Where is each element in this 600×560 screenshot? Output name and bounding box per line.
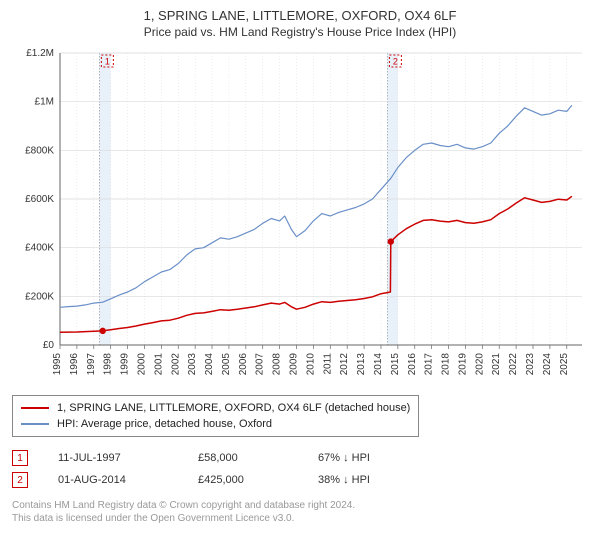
svg-text:2003: 2003: [187, 353, 198, 376]
svg-text:2022: 2022: [508, 353, 519, 376]
svg-text:2017: 2017: [424, 353, 435, 376]
svg-text:£200K: £200K: [25, 291, 54, 302]
svg-text:2007: 2007: [255, 353, 266, 376]
sale-date-1: 11-JUL-1997: [58, 452, 168, 464]
footer: Contains HM Land Registry data © Crown c…: [12, 499, 588, 525]
svg-text:£800K: £800K: [25, 145, 54, 156]
svg-text:2006: 2006: [238, 353, 249, 376]
sale-row-2: 2 01-AUG-2014 £425,000 38% ↓ HPI: [12, 469, 588, 491]
legend-swatch-property: [21, 407, 49, 409]
svg-text:1997: 1997: [86, 353, 97, 376]
svg-text:£1.2M: £1.2M: [26, 48, 54, 59]
legend-label-hpi: HPI: Average price, detached house, Oxfo…: [57, 418, 272, 430]
svg-text:2011: 2011: [322, 353, 333, 375]
svg-text:2014: 2014: [373, 353, 384, 376]
svg-text:1995: 1995: [52, 353, 63, 376]
svg-text:£400K: £400K: [25, 243, 54, 254]
svg-text:2008: 2008: [272, 353, 283, 376]
legend-swatch-hpi: [21, 423, 49, 425]
svg-text:1999: 1999: [120, 353, 131, 376]
sale-marker-1: 1: [12, 450, 28, 466]
sale-marker-2-num: 2: [17, 475, 23, 486]
footer-line-1: Contains HM Land Registry data © Crown c…: [12, 499, 588, 512]
svg-text:2000: 2000: [136, 353, 147, 376]
svg-text:2015: 2015: [390, 353, 401, 376]
svg-text:2005: 2005: [221, 353, 232, 376]
sale-price-1: £58,000: [198, 452, 288, 464]
svg-text:2004: 2004: [204, 353, 215, 376]
legend-item-property: 1, SPRING LANE, LITTLEMORE, OXFORD, OX4 …: [21, 400, 410, 416]
svg-text:2012: 2012: [339, 353, 350, 376]
svg-text:2009: 2009: [289, 353, 300, 376]
title-line-1: 1, SPRING LANE, LITTLEMORE, OXFORD, OX4 …: [12, 8, 588, 23]
svg-text:2013: 2013: [356, 353, 367, 376]
sale-date-2: 01-AUG-2014: [58, 474, 168, 486]
chart-svg: £0 £200K £400K £600K £800K £1M £1.2M 1995 1996 19…: [12, 45, 588, 385]
sale-marker-1-num: 1: [17, 453, 23, 464]
svg-text:1996: 1996: [69, 353, 80, 376]
chart-titles: 1, SPRING LANE, LITTLEMORE, OXFORD, OX4 …: [12, 8, 588, 39]
svg-text:2021: 2021: [491, 353, 502, 376]
sale-marker-2: 2: [12, 472, 28, 488]
sale-price-2: £425,000: [198, 474, 288, 486]
svg-text:2010: 2010: [305, 353, 316, 376]
sale-row-1: 1 11-JUL-1997 £58,000 67% ↓ HPI: [12, 447, 588, 469]
svg-text:£600K: £600K: [25, 194, 54, 205]
svg-text:1998: 1998: [103, 353, 114, 376]
svg-text:2016: 2016: [407, 353, 418, 376]
svg-text:2019: 2019: [457, 353, 468, 376]
svg-text:1: 1: [105, 57, 110, 67]
svg-text:2023: 2023: [525, 353, 536, 376]
legend: 1, SPRING LANE, LITTLEMORE, OXFORD, OX4 …: [12, 395, 419, 437]
svg-text:2020: 2020: [474, 353, 485, 376]
svg-text:2024: 2024: [542, 353, 553, 376]
svg-text:2018: 2018: [441, 353, 452, 376]
legend-label-property: 1, SPRING LANE, LITTLEMORE, OXFORD, OX4 …: [57, 402, 410, 414]
footer-line-2: This data is licensed under the Open Gov…: [12, 512, 588, 525]
legend-item-hpi: HPI: Average price, detached house, Oxfo…: [21, 416, 410, 432]
sales-table: 1 11-JUL-1997 £58,000 67% ↓ HPI 2 01-AUG…: [12, 447, 588, 491]
price-chart: £0 £200K £400K £600K £800K £1M £1.2M 1995 1996 19…: [12, 45, 588, 385]
svg-text:2002: 2002: [170, 353, 181, 376]
svg-text:£1M: £1M: [35, 97, 54, 108]
sale-pct-1: 67% ↓ HPI: [318, 452, 428, 464]
svg-text:£0: £0: [43, 340, 55, 351]
svg-text:2025: 2025: [559, 353, 570, 376]
title-line-2: Price paid vs. HM Land Registry's House …: [12, 25, 588, 39]
svg-text:2001: 2001: [153, 353, 164, 376]
svg-text:2: 2: [393, 57, 398, 67]
sale-pct-2: 38% ↓ HPI: [318, 474, 428, 486]
